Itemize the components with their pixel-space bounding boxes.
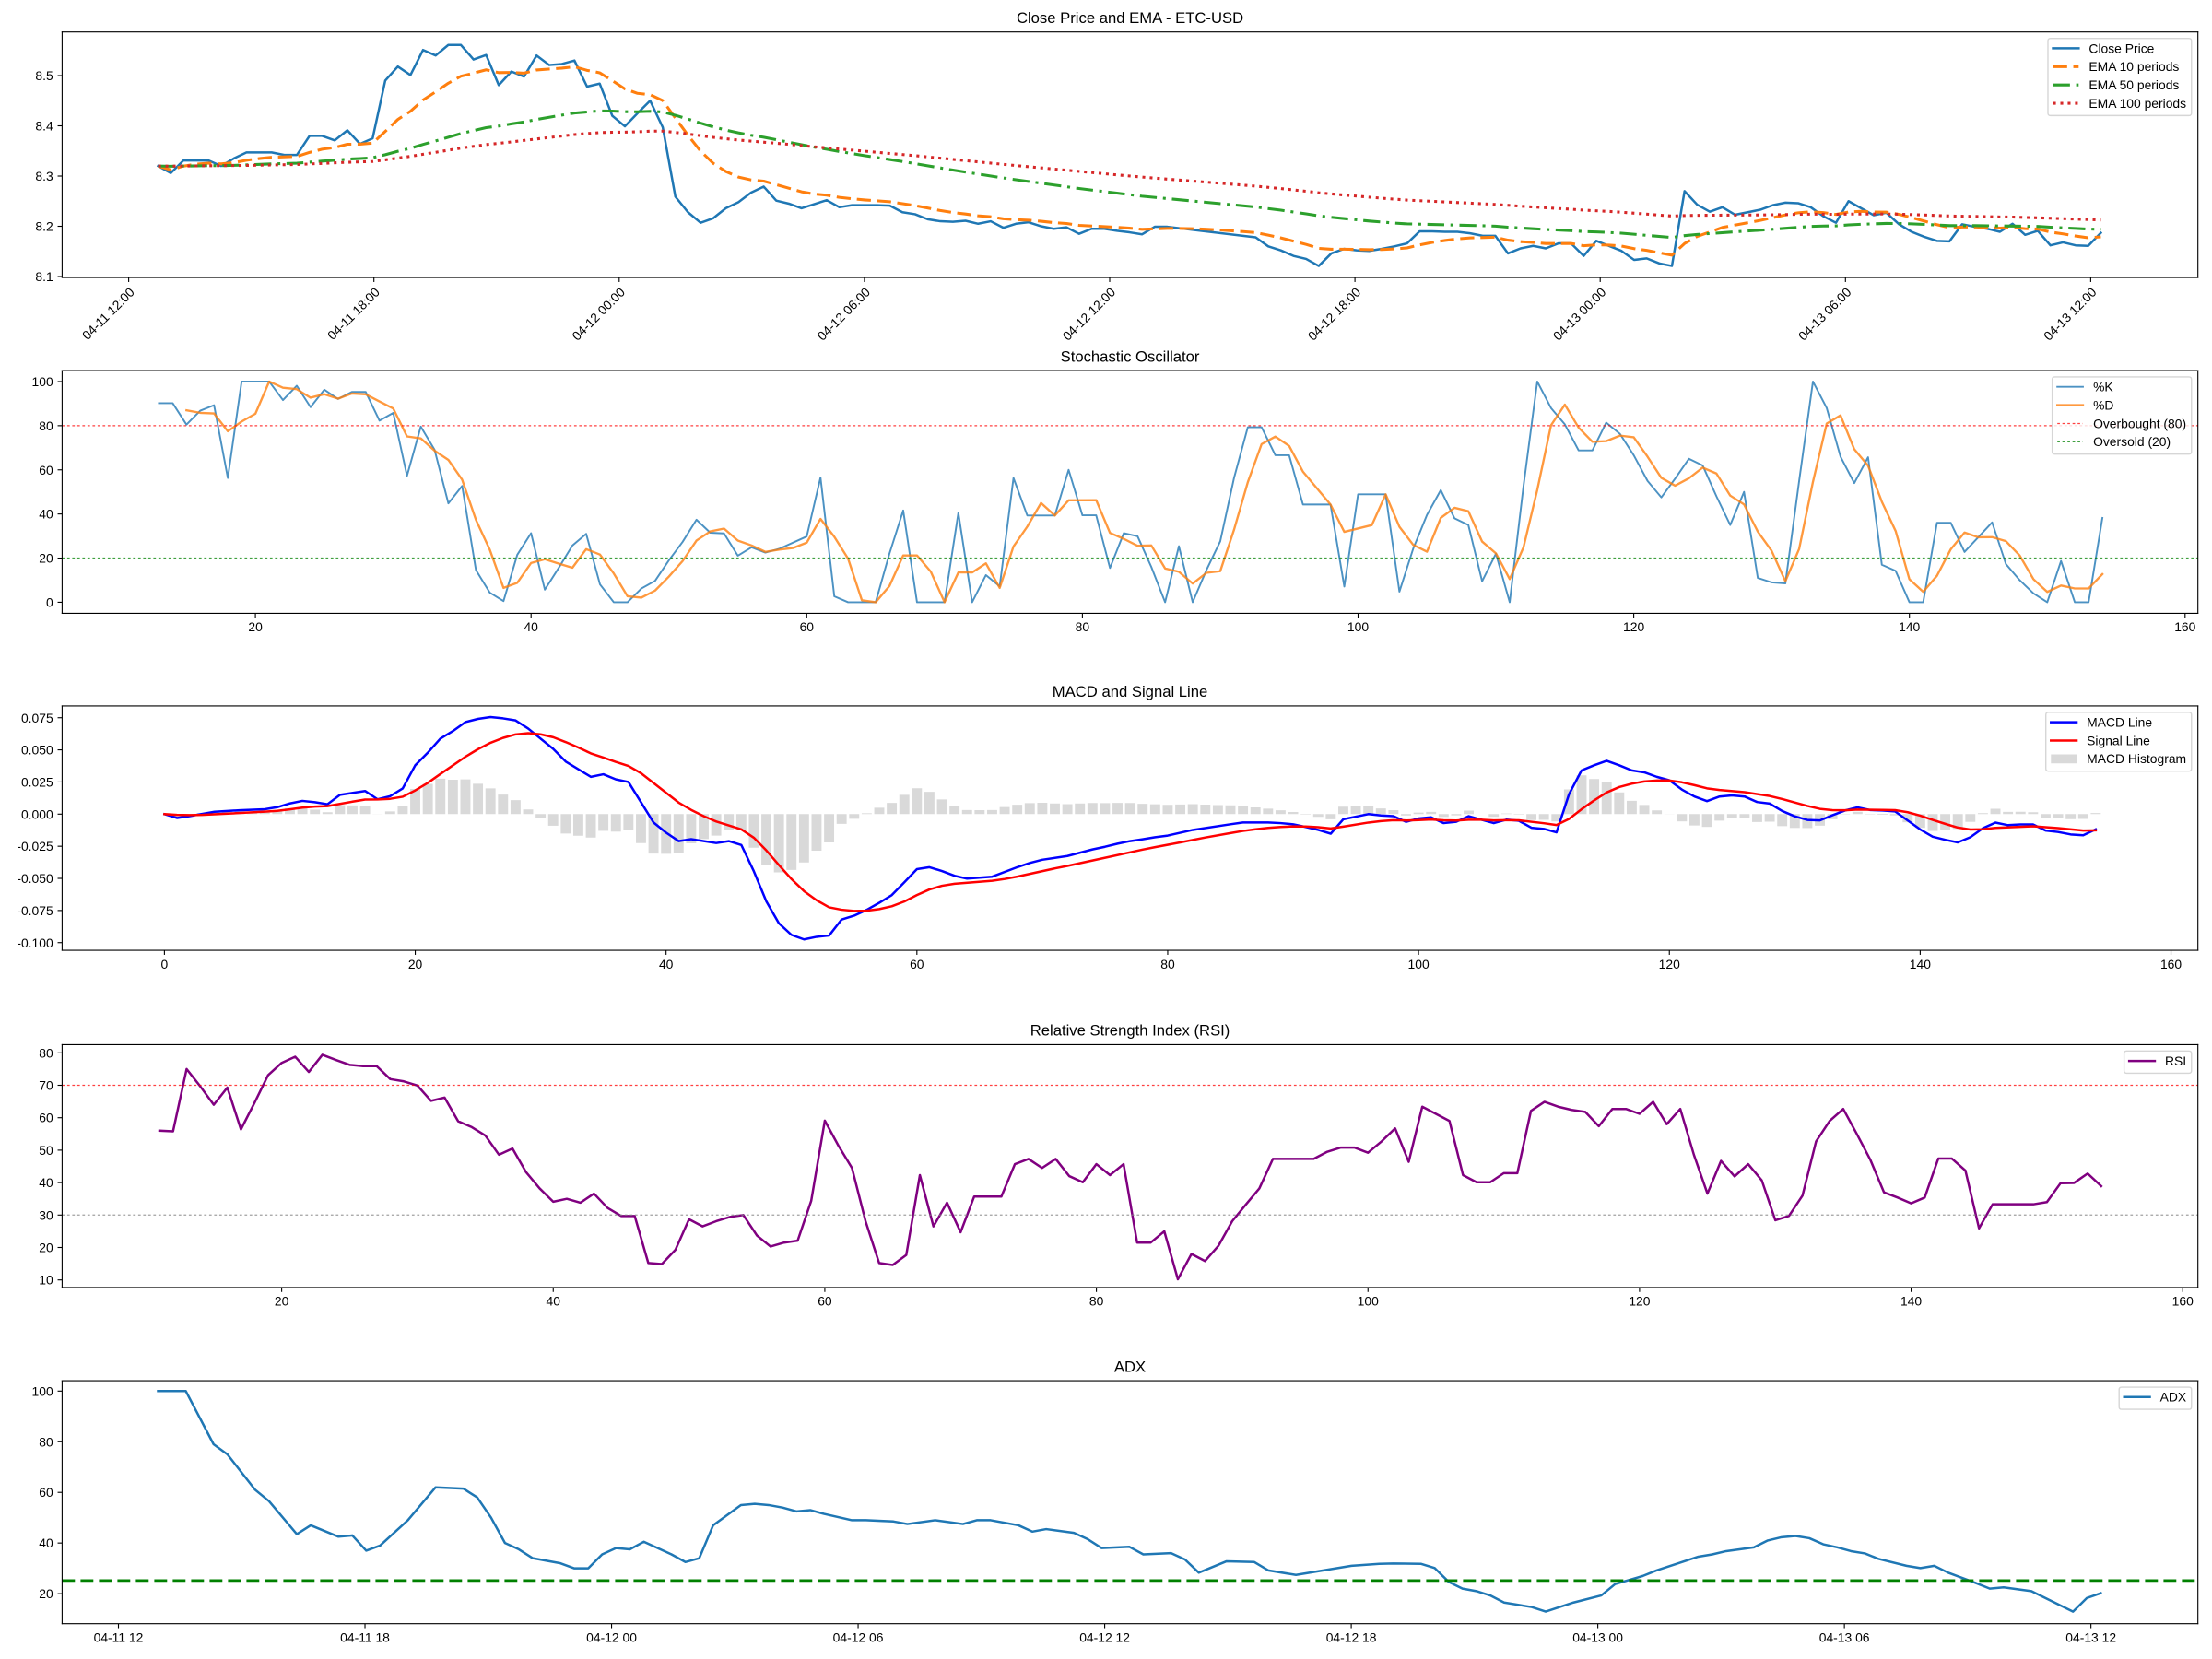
svg-text:40: 40: [39, 1535, 53, 1550]
svg-text:0: 0: [46, 594, 53, 609]
svg-text:Close Price: Close Price: [2088, 41, 2154, 55]
svg-text:120: 120: [1629, 1294, 1650, 1309]
svg-text:8.1: 8.1: [35, 269, 53, 284]
svg-text:10: 10: [39, 1273, 53, 1288]
svg-text:140: 140: [1899, 619, 1920, 634]
svg-text:MACD Line: MACD Line: [2087, 714, 2152, 729]
svg-text:80: 80: [39, 1434, 53, 1449]
svg-text:70: 70: [39, 1078, 53, 1093]
svg-text:20: 20: [39, 551, 53, 566]
svg-text:160: 160: [2172, 1294, 2194, 1309]
svg-text:120: 120: [1623, 619, 1644, 634]
svg-text:140: 140: [1910, 957, 1931, 971]
svg-text:Relative Strength Index (RSI): Relative Strength Index (RSI): [1030, 1022, 1230, 1040]
svg-text:ADX: ADX: [1114, 1358, 1146, 1375]
svg-text:160: 160: [2160, 957, 2182, 971]
svg-text:04-12 00: 04-12 00: [586, 1630, 637, 1644]
svg-text:100: 100: [1408, 957, 1430, 971]
svg-text:100: 100: [1347, 619, 1369, 634]
svg-text:ADX: ADX: [2160, 1390, 2187, 1405]
svg-text:100: 100: [32, 1383, 53, 1398]
svg-text:120: 120: [1659, 957, 1680, 971]
svg-text:160: 160: [2174, 619, 2195, 634]
svg-text:Signal Line: Signal Line: [2087, 733, 2150, 747]
svg-text:0.050: 0.050: [21, 743, 53, 758]
svg-text:04-12 18: 04-12 18: [1326, 1630, 1377, 1644]
svg-text:8.5: 8.5: [35, 68, 53, 83]
svg-text:80: 80: [1160, 957, 1175, 971]
svg-text:EMA 10 periods: EMA 10 periods: [2088, 59, 2179, 74]
svg-text:-0.050: -0.050: [17, 871, 53, 886]
svg-text:-0.025: -0.025: [17, 839, 53, 853]
svg-text:60: 60: [39, 1485, 53, 1500]
svg-text:20: 20: [275, 1294, 289, 1309]
svg-text:04-11 12: 04-11 12: [94, 1630, 144, 1644]
svg-text:40: 40: [524, 619, 538, 634]
svg-text:40: 40: [547, 1294, 561, 1309]
svg-text:80: 80: [39, 1045, 53, 1060]
svg-text:0: 0: [161, 957, 169, 971]
svg-text:%D: %D: [2093, 397, 2113, 412]
svg-text:04-12 06: 04-12 06: [833, 1630, 884, 1644]
svg-text:40: 40: [659, 957, 674, 971]
svg-text:60: 60: [39, 1111, 53, 1125]
svg-text:60: 60: [818, 1294, 832, 1309]
svg-text:Stochastic Oscillator: Stochastic Oscillator: [1061, 347, 1200, 365]
svg-text:80: 80: [39, 418, 53, 433]
svg-text:80: 80: [1089, 1294, 1104, 1309]
svg-text:8.2: 8.2: [35, 219, 53, 234]
svg-text:80: 80: [1076, 619, 1090, 634]
svg-text:8.3: 8.3: [35, 169, 53, 183]
svg-text:04-11 18: 04-11 18: [340, 1630, 390, 1644]
svg-text:60: 60: [910, 957, 924, 971]
svg-text:RSI: RSI: [2165, 1053, 2186, 1068]
svg-text:8.4: 8.4: [35, 119, 53, 134]
svg-text:04-13 06: 04-13 06: [1819, 1630, 1870, 1644]
svg-text:Overbought (80): Overbought (80): [2093, 416, 2186, 430]
svg-text:50: 50: [39, 1143, 53, 1158]
svg-text:100: 100: [32, 374, 53, 389]
svg-text:Close Price and EMA - ETC-USD: Close Price and EMA - ETC-USD: [1017, 9, 1243, 27]
svg-text:04-12 12: 04-12 12: [1079, 1630, 1130, 1644]
svg-text:20: 20: [248, 619, 263, 634]
svg-text:EMA 50 periods: EMA 50 periods: [2088, 77, 2179, 92]
svg-text:20: 20: [39, 1586, 53, 1601]
svg-text:0.075: 0.075: [21, 711, 53, 725]
svg-text:MACD and Signal Line: MACD and Signal Line: [1053, 683, 1208, 700]
svg-text:60: 60: [800, 619, 815, 634]
svg-text:MACD Histogram: MACD Histogram: [2087, 751, 2186, 766]
svg-text:20: 20: [408, 957, 423, 971]
svg-text:0.025: 0.025: [21, 774, 53, 789]
svg-text:140: 140: [1900, 1294, 1922, 1309]
svg-text:40: 40: [39, 507, 53, 522]
svg-text:30: 30: [39, 1207, 53, 1222]
svg-text:0.000: 0.000: [21, 806, 53, 821]
svg-text:60: 60: [39, 463, 53, 477]
svg-text:EMA 100 periods: EMA 100 periods: [2088, 96, 2186, 111]
svg-text:-0.075: -0.075: [17, 903, 53, 918]
svg-text:20: 20: [39, 1241, 53, 1255]
svg-text:Oversold (20): Oversold (20): [2093, 434, 2171, 449]
svg-text:100: 100: [1358, 1294, 1379, 1309]
svg-text:%K: %K: [2093, 380, 2113, 394]
svg-text:40: 40: [39, 1175, 53, 1190]
svg-text:04-13 00: 04-13 00: [1572, 1630, 1623, 1644]
svg-text:-0.100: -0.100: [17, 935, 53, 950]
svg-text:04-13 12: 04-13 12: [2065, 1630, 2116, 1644]
